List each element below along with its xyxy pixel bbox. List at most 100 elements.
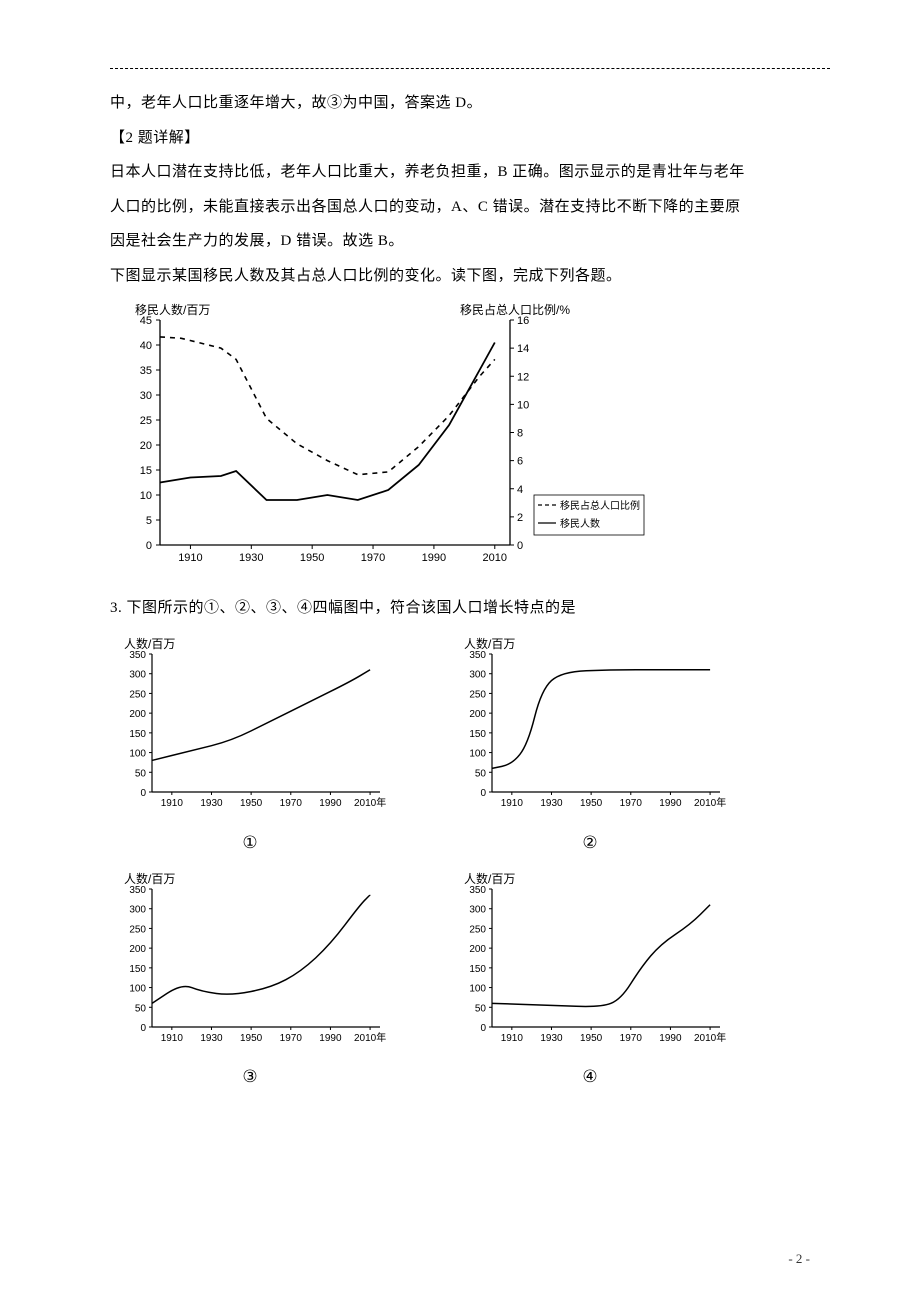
svg-text:35: 35 <box>140 365 152 377</box>
svg-text:1930: 1930 <box>239 552 263 564</box>
svg-text:2010: 2010 <box>483 552 507 564</box>
svg-text:1970: 1970 <box>620 1033 643 1044</box>
svg-text:人数/百万: 人数/百万 <box>464 871 515 886</box>
svg-text:1950: 1950 <box>580 798 603 809</box>
svg-text:0: 0 <box>517 540 523 552</box>
svg-text:14: 14 <box>517 343 529 355</box>
prompt-figure: 下图显示某国移民人数及其占总人口比例的变化。读下图，完成下列各题。 <box>110 262 830 291</box>
svg-text:0: 0 <box>480 1023 486 1034</box>
svg-text:2010年: 2010年 <box>354 1031 386 1044</box>
svg-text:45: 45 <box>140 315 152 327</box>
svg-text:1970: 1970 <box>620 798 643 809</box>
svg-text:100: 100 <box>129 749 146 760</box>
q2-line3: 因是社会生产力的发展，D 错误。故选 B。 <box>110 227 830 256</box>
svg-text:1930: 1930 <box>540 1033 563 1044</box>
svg-text:2: 2 <box>517 512 523 524</box>
svg-text:350: 350 <box>469 650 486 661</box>
svg-text:1950: 1950 <box>580 1033 603 1044</box>
svg-text:1910: 1910 <box>161 798 184 809</box>
svg-text:1990: 1990 <box>659 798 682 809</box>
q2-line1: 日本人口潜在支持比低，老年人口比重大，养老负担重，B 正确。图示显示的是青壮年与… <box>110 158 830 187</box>
small-chart-3-label: ③ <box>110 1061 390 1093</box>
svg-text:1970: 1970 <box>361 552 385 564</box>
svg-text:移民占总人口比例: 移民占总人口比例 <box>560 499 640 512</box>
svg-text:30: 30 <box>140 390 152 402</box>
svg-text:50: 50 <box>135 768 147 779</box>
svg-text:300: 300 <box>469 670 486 681</box>
svg-text:1990: 1990 <box>659 1033 682 1044</box>
main-chart: 移民人数/百万移民占总人口比例/%05101520253035404502468… <box>110 298 830 584</box>
svg-text:350: 350 <box>129 650 146 661</box>
svg-text:1930: 1930 <box>200 798 223 809</box>
svg-text:10: 10 <box>517 399 529 411</box>
paragraph-cont: 中，老年人口比重逐年增大，故③为中国，答案选 D。 <box>110 89 830 118</box>
svg-text:200: 200 <box>129 944 146 955</box>
svg-text:150: 150 <box>469 964 486 975</box>
svg-text:人数/百万: 人数/百万 <box>124 871 175 886</box>
svg-text:350: 350 <box>129 885 146 896</box>
svg-text:200: 200 <box>469 709 486 720</box>
svg-text:6: 6 <box>517 456 523 468</box>
small-charts-grid: 人数/百万 0 50 100 150 200 250 300 350 1910 1930 1950 19… <box>110 634 830 1100</box>
svg-text:1950: 1950 <box>240 1033 263 1044</box>
svg-text:1930: 1930 <box>200 1033 223 1044</box>
svg-text:1910: 1910 <box>178 552 202 564</box>
svg-text:300: 300 <box>469 905 486 916</box>
svg-text:10: 10 <box>140 490 152 502</box>
svg-text:12: 12 <box>517 371 529 383</box>
svg-text:350: 350 <box>469 885 486 896</box>
svg-text:15: 15 <box>140 465 152 477</box>
question-3: 3. 下图所示的①、②、③、④四幅图中，符合该国人口增长特点的是 <box>110 594 830 623</box>
svg-text:50: 50 <box>475 768 487 779</box>
svg-text:1950: 1950 <box>300 552 324 564</box>
svg-text:250: 250 <box>129 924 146 935</box>
svg-text:100: 100 <box>469 983 486 994</box>
svg-text:2010年: 2010年 <box>694 1031 726 1044</box>
svg-text:20: 20 <box>140 440 152 452</box>
svg-text:25: 25 <box>140 415 152 427</box>
small-chart-4: 人数/百万05010015020025030035019101930195019… <box>450 869 730 1100</box>
q2-line2: 人口的比例，未能直接表示出各国总人口的变动，A、C 错误。潜在支持比不断下降的主… <box>110 193 830 222</box>
small-chart-4-label: ④ <box>450 1061 730 1093</box>
small-chart-1-label: ① <box>110 827 390 859</box>
top-dashed-rule <box>110 68 830 69</box>
svg-text:250: 250 <box>129 689 146 700</box>
svg-text:1970: 1970 <box>280 798 303 809</box>
svg-text:150: 150 <box>129 964 146 975</box>
svg-text:100: 100 <box>469 749 486 760</box>
svg-text:0: 0 <box>146 540 152 552</box>
svg-text:40: 40 <box>140 340 152 352</box>
svg-text:1990: 1990 <box>422 552 446 564</box>
svg-text:200: 200 <box>469 944 486 955</box>
svg-text:人数/百万: 人数/百万 <box>464 636 515 651</box>
q2-heading: 【2 题详解】 <box>110 124 830 153</box>
svg-text:16: 16 <box>517 315 529 327</box>
svg-text:0: 0 <box>140 788 146 799</box>
page-number: - 2 - <box>788 1247 810 1272</box>
svg-text:人数/百万: 人数/百万 <box>124 636 175 651</box>
svg-text:200: 200 <box>129 709 146 720</box>
svg-text:1930: 1930 <box>540 798 563 809</box>
svg-text:250: 250 <box>469 689 486 700</box>
svg-text:1910: 1910 <box>501 798 524 809</box>
small-chart-1: 人数/百万05010015020025030035019101930195019… <box>110 634 390 865</box>
svg-text:150: 150 <box>469 729 486 740</box>
svg-text:1970: 1970 <box>280 1033 303 1044</box>
svg-text:1910: 1910 <box>501 1033 524 1044</box>
svg-text:移民占总人口比例/%: 移民占总人口比例/% <box>460 302 570 317</box>
svg-text:1990: 1990 <box>319 1033 342 1044</box>
svg-text:300: 300 <box>129 905 146 916</box>
svg-text:100: 100 <box>129 983 146 994</box>
svg-text:1990: 1990 <box>319 798 342 809</box>
svg-text:300: 300 <box>129 670 146 681</box>
small-chart-2: 人数/百万 0 50 100 150 200 250 300 350 1910 1930 1950 19… <box>450 634 730 865</box>
small-chart-2-label: ② <box>450 827 730 859</box>
svg-text:4: 4 <box>517 484 523 496</box>
svg-text:1910: 1910 <box>161 1033 184 1044</box>
svg-text:2010年: 2010年 <box>354 796 386 809</box>
svg-text:8: 8 <box>517 428 523 440</box>
svg-text:5: 5 <box>146 515 152 527</box>
small-chart-3: 人数/百万05010015020025030035019101930195019… <box>110 869 390 1100</box>
svg-text:250: 250 <box>469 924 486 935</box>
svg-text:0: 0 <box>480 788 486 799</box>
